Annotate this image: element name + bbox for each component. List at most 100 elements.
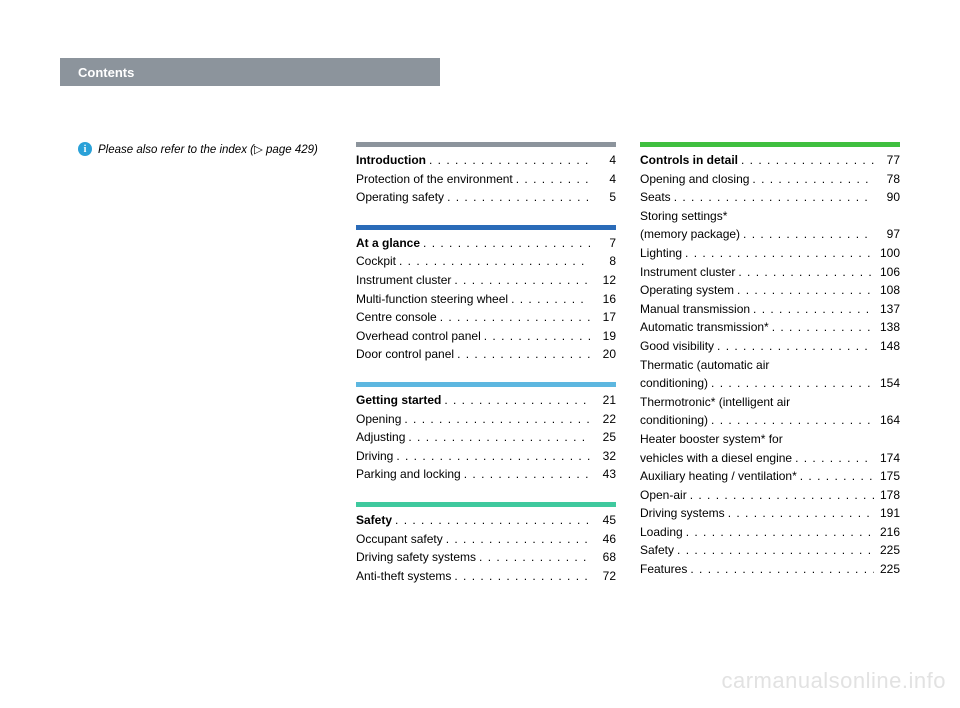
toc-entry: Storing settings*(memory package)97: [640, 207, 900, 244]
toc-dots: [797, 467, 874, 486]
toc-label: Auxiliary heating / ventilation*: [640, 467, 797, 486]
column-2: Introduction4Protection of the environme…: [356, 142, 616, 603]
toc-dots: [392, 511, 590, 530]
toc-page: 100: [874, 244, 900, 263]
toc-page: 154: [874, 374, 900, 393]
toc-page: 20: [590, 345, 616, 364]
toc-label: Getting started: [356, 391, 441, 410]
toc-entry: Anti-theft systems 72: [356, 567, 616, 586]
toc-entry: Instrument cluster 106: [640, 263, 900, 282]
header-bar: Contents: [60, 58, 440, 86]
toc-page: 45: [590, 511, 616, 530]
toc-dots: [443, 530, 590, 549]
toc-page: 5: [590, 188, 616, 207]
toc-entry: Manual transmission137: [640, 300, 900, 319]
info-icon: i: [78, 142, 92, 156]
toc-page: 78: [874, 170, 900, 189]
toc-entry: Safety 225: [640, 541, 900, 560]
toc-page: 138: [874, 318, 900, 337]
toc-dots: [735, 263, 874, 282]
toc-dots: [708, 374, 874, 393]
section-color-bar: [356, 225, 616, 230]
toc-dots: [738, 151, 874, 170]
toc-label: Cockpit: [356, 252, 396, 271]
toc-entry: Good visibility148: [640, 337, 900, 356]
toc-entry: Driving safety systems68: [356, 548, 616, 567]
toc-dots: [687, 486, 874, 505]
toc-label: Operating system: [640, 281, 734, 300]
toc-dots: [714, 337, 874, 356]
toc-page: 216: [874, 523, 900, 542]
toc-entry: Cockpit 8: [356, 252, 616, 271]
toc-section-head: Getting started 21: [356, 391, 616, 410]
toc-label: Instrument cluster: [356, 271, 451, 290]
toc-entry: Multi-function steering wheel16: [356, 290, 616, 309]
toc-label: Thermotronic* (intelligent air: [640, 393, 790, 412]
toc-sublabel: vehicles with a diesel engine: [640, 449, 792, 468]
toc-label: Opening: [356, 410, 401, 429]
toc-sublabel: conditioning): [640, 374, 708, 393]
toc-entry: Instrument cluster 12: [356, 271, 616, 290]
toc-entry: Occupant safety 46: [356, 530, 616, 549]
toc-entry: Adjusting25: [356, 428, 616, 447]
toc-entry: Thermatic (automatic airconditioning) 154: [640, 356, 900, 393]
content-columns: iPlease also refer to the index (▷ page …: [78, 142, 900, 603]
toc-page: 21: [590, 391, 616, 410]
toc-page: 16: [590, 290, 616, 309]
toc-section-head: At a glance 7: [356, 234, 616, 253]
toc-page: 32: [590, 447, 616, 466]
toc-dots: [750, 300, 874, 319]
toc-label: Adjusting: [356, 428, 405, 447]
toc-entry: Opening and closing78: [640, 170, 900, 189]
toc-label: Automatic transmission*: [640, 318, 769, 337]
toc-entry: Automatic transmission* 138: [640, 318, 900, 337]
toc-page: 225: [874, 560, 900, 579]
toc-label: Driving: [356, 447, 393, 466]
info-note: iPlease also refer to the index (▷ page …: [78, 142, 332, 156]
toc-page: 22: [590, 410, 616, 429]
toc-label: Instrument cluster: [640, 263, 735, 282]
toc-page: 225: [874, 541, 900, 560]
toc-dots: [454, 345, 590, 364]
toc-page: 72: [590, 567, 616, 586]
toc-label: Lighting: [640, 244, 682, 263]
toc-dots: [769, 318, 874, 337]
toc-label: Centre console: [356, 308, 437, 327]
toc-label: Overhead control panel: [356, 327, 481, 346]
toc-label: Open-air: [640, 486, 687, 505]
toc-label: Seats: [640, 188, 671, 207]
toc-section: Introduction4Protection of the environme…: [356, 142, 616, 207]
toc-page: 43: [590, 465, 616, 484]
toc-dots: [674, 541, 874, 560]
toc-label: Anti-theft systems: [356, 567, 451, 586]
toc-entry: Opening 22: [356, 410, 616, 429]
page-title: Contents: [78, 65, 134, 80]
toc-entry: Overhead control panel19: [356, 327, 616, 346]
toc-label: Protection of the environment: [356, 170, 513, 189]
toc-label: Safety: [640, 541, 674, 560]
column-1: iPlease also refer to the index (▷ page …: [78, 142, 332, 603]
toc-page: 12: [590, 271, 616, 290]
toc-entry: Driving systems191: [640, 504, 900, 523]
toc-dots: [708, 411, 874, 430]
toc-section: Controls in detail77Opening and closing7…: [640, 142, 900, 579]
toc-entry: Driving 32: [356, 447, 616, 466]
toc-page: 4: [590, 170, 616, 189]
toc-page: 174: [874, 449, 900, 468]
toc-page: 8: [590, 252, 616, 271]
toc-section-head: Safety45: [356, 511, 616, 530]
toc-label: Controls in detail: [640, 151, 738, 170]
toc-page: 106: [874, 263, 900, 282]
toc-entry: Centre console17: [356, 308, 616, 327]
section-color-bar: [356, 502, 616, 507]
toc-section: Getting started 21 Opening 22Adjusting25Dri…: [356, 382, 616, 484]
toc-page: 46: [590, 530, 616, 549]
toc-page: 68: [590, 548, 616, 567]
section-color-bar: [356, 382, 616, 387]
toc-label: Features: [640, 560, 687, 579]
toc-entry: Seats90: [640, 188, 900, 207]
toc-label: At a glance: [356, 234, 420, 253]
toc-label: Occupant safety: [356, 530, 443, 549]
toc-label: Thermatic (automatic air: [640, 356, 769, 375]
toc-page: 7: [590, 234, 616, 253]
